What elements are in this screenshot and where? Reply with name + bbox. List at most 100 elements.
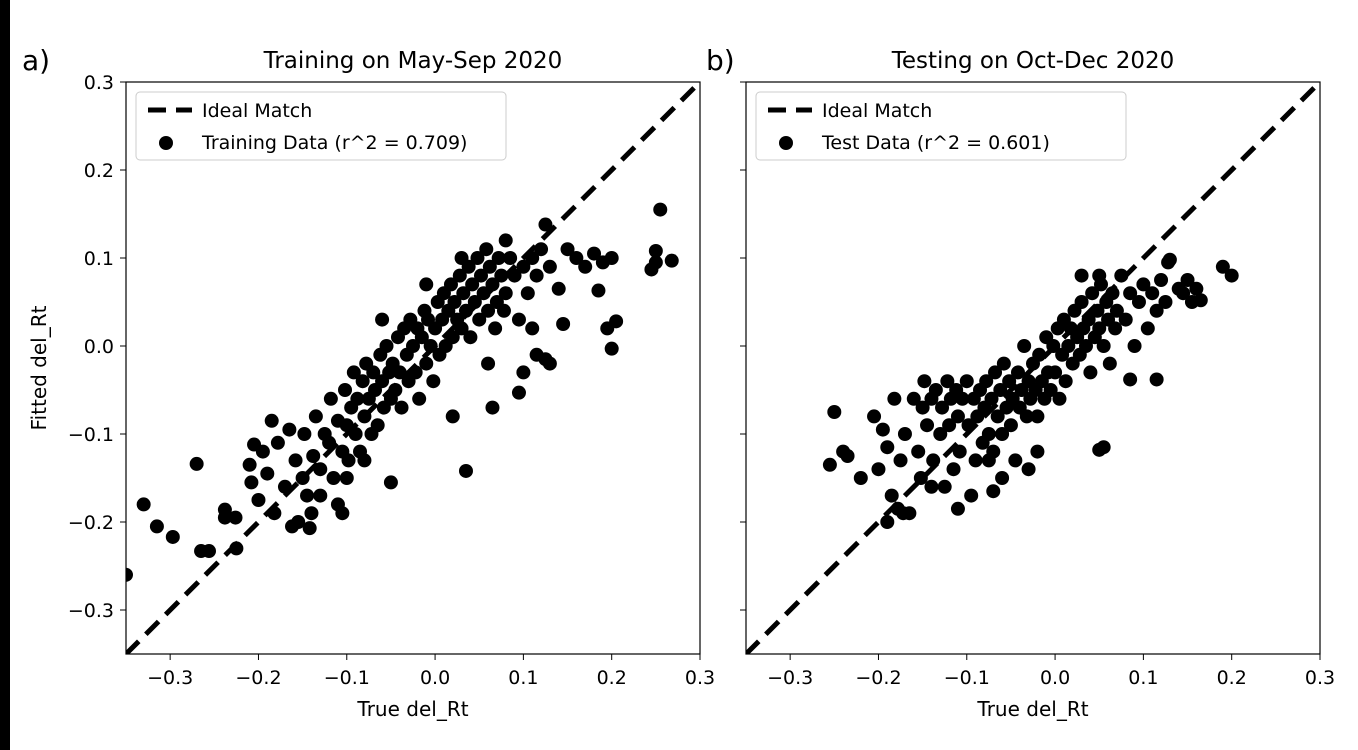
data-point [458, 463, 473, 478]
data-point [355, 374, 370, 389]
data-point [1083, 365, 1098, 380]
x-tick-label: −0.2 [855, 667, 901, 689]
chart-title: Training on May-Sep 2020 [263, 48, 563, 74]
data-point [1003, 418, 1018, 433]
data-point [406, 339, 420, 353]
data-point [867, 409, 882, 424]
data-point [202, 544, 217, 559]
data-point [479, 242, 494, 257]
data-point [928, 383, 943, 397]
data-point [255, 444, 270, 459]
data-point [136, 497, 151, 512]
data-point [1123, 372, 1138, 387]
data-point [990, 409, 1005, 424]
data-point [481, 303, 496, 318]
data-point [149, 519, 164, 534]
data-point [297, 427, 312, 441]
data-point [465, 277, 480, 292]
data-point [871, 462, 886, 477]
data-point [357, 453, 372, 468]
data-point [952, 444, 967, 459]
data-point [488, 321, 503, 336]
data-point [1158, 295, 1173, 309]
data-point [604, 251, 619, 265]
y-tick-label: 0.3 [84, 72, 114, 94]
data-point [1096, 339, 1111, 353]
data-point [1032, 347, 1047, 362]
data-point [516, 259, 531, 274]
data-point [875, 422, 890, 437]
y-axis-ticks [740, 81, 746, 611]
data-point [412, 391, 427, 406]
data-point [648, 243, 663, 258]
data-point [995, 471, 1010, 485]
data-point [1162, 252, 1177, 267]
panel-label-b: b) [706, 44, 735, 77]
y-tick-label: −0.2 [68, 512, 114, 534]
data-point [981, 427, 996, 441]
data-point [498, 233, 513, 248]
data-point [1224, 268, 1239, 283]
data-point [288, 453, 303, 468]
scatter-points [126, 202, 679, 582]
data-point [1127, 339, 1142, 353]
data-point [454, 321, 469, 336]
data-point [350, 391, 365, 406]
x-tick-label: −0.3 [147, 667, 193, 689]
data-point [1118, 312, 1133, 327]
data-point [1136, 277, 1151, 292]
data-point [560, 242, 575, 257]
left-edge-bar [0, 0, 10, 750]
data-point [264, 413, 279, 428]
data-point [313, 488, 328, 503]
chart-panel-1: −0.3 −0.2 −0.1 0.0 0.1 0.2 0.3 −0.3 −0.2 −0.1 0.0 0… [27, 48, 715, 721]
data-point [946, 462, 961, 477]
data-point [1189, 281, 1204, 296]
data-point [1092, 268, 1107, 283]
legend: Ideal Match Test Data (r^2 = 0.601) [755, 91, 1127, 161]
data-point [291, 515, 306, 529]
data-point [496, 303, 511, 318]
data-point [937, 479, 952, 494]
x-axis-ticks: −0.3 −0.2 −0.1 0.0 0.1 0.2 0.3 [767, 654, 1335, 689]
data-point [964, 488, 979, 503]
data-point [525, 321, 540, 336]
data-point [950, 501, 965, 516]
data-point [323, 391, 338, 406]
data-point [419, 356, 434, 371]
legend-label-points: Test Data (r^2 = 0.601) [821, 132, 1050, 154]
data-point [1030, 409, 1045, 424]
data-point [383, 475, 398, 490]
data-point [443, 277, 458, 292]
data-point [1002, 374, 1017, 389]
data-point [165, 529, 180, 544]
x-tick-label: 0.1 [1128, 667, 1158, 689]
y-tick-label: 0.2 [84, 160, 114, 182]
y-tick-label: 0.1 [84, 248, 114, 270]
data-point [664, 253, 679, 268]
x-tick-label: −0.3 [767, 667, 813, 689]
data-point [1074, 295, 1089, 309]
data-point [1102, 356, 1117, 371]
data-point [1145, 286, 1160, 301]
data-point [1180, 273, 1195, 287]
data-point [1061, 339, 1076, 353]
data-point [470, 251, 485, 265]
data-point [534, 242, 549, 257]
data-point [1043, 383, 1058, 397]
data-point [1092, 321, 1107, 336]
data-point [840, 449, 855, 463]
legend-label-points: Training Data (r^2 = 0.709) [201, 132, 467, 154]
data-point [126, 567, 133, 582]
data-point [587, 246, 602, 261]
data-point [1010, 365, 1025, 380]
data-point [1154, 273, 1169, 287]
data-point [529, 268, 544, 283]
x-tick-label: 0.3 [1305, 667, 1335, 689]
data-point [473, 268, 488, 283]
data-point [887, 391, 902, 406]
data-point [339, 471, 354, 485]
data-point [472, 312, 487, 327]
x-tick-label: −0.1 [324, 667, 370, 689]
data-point [346, 365, 361, 380]
